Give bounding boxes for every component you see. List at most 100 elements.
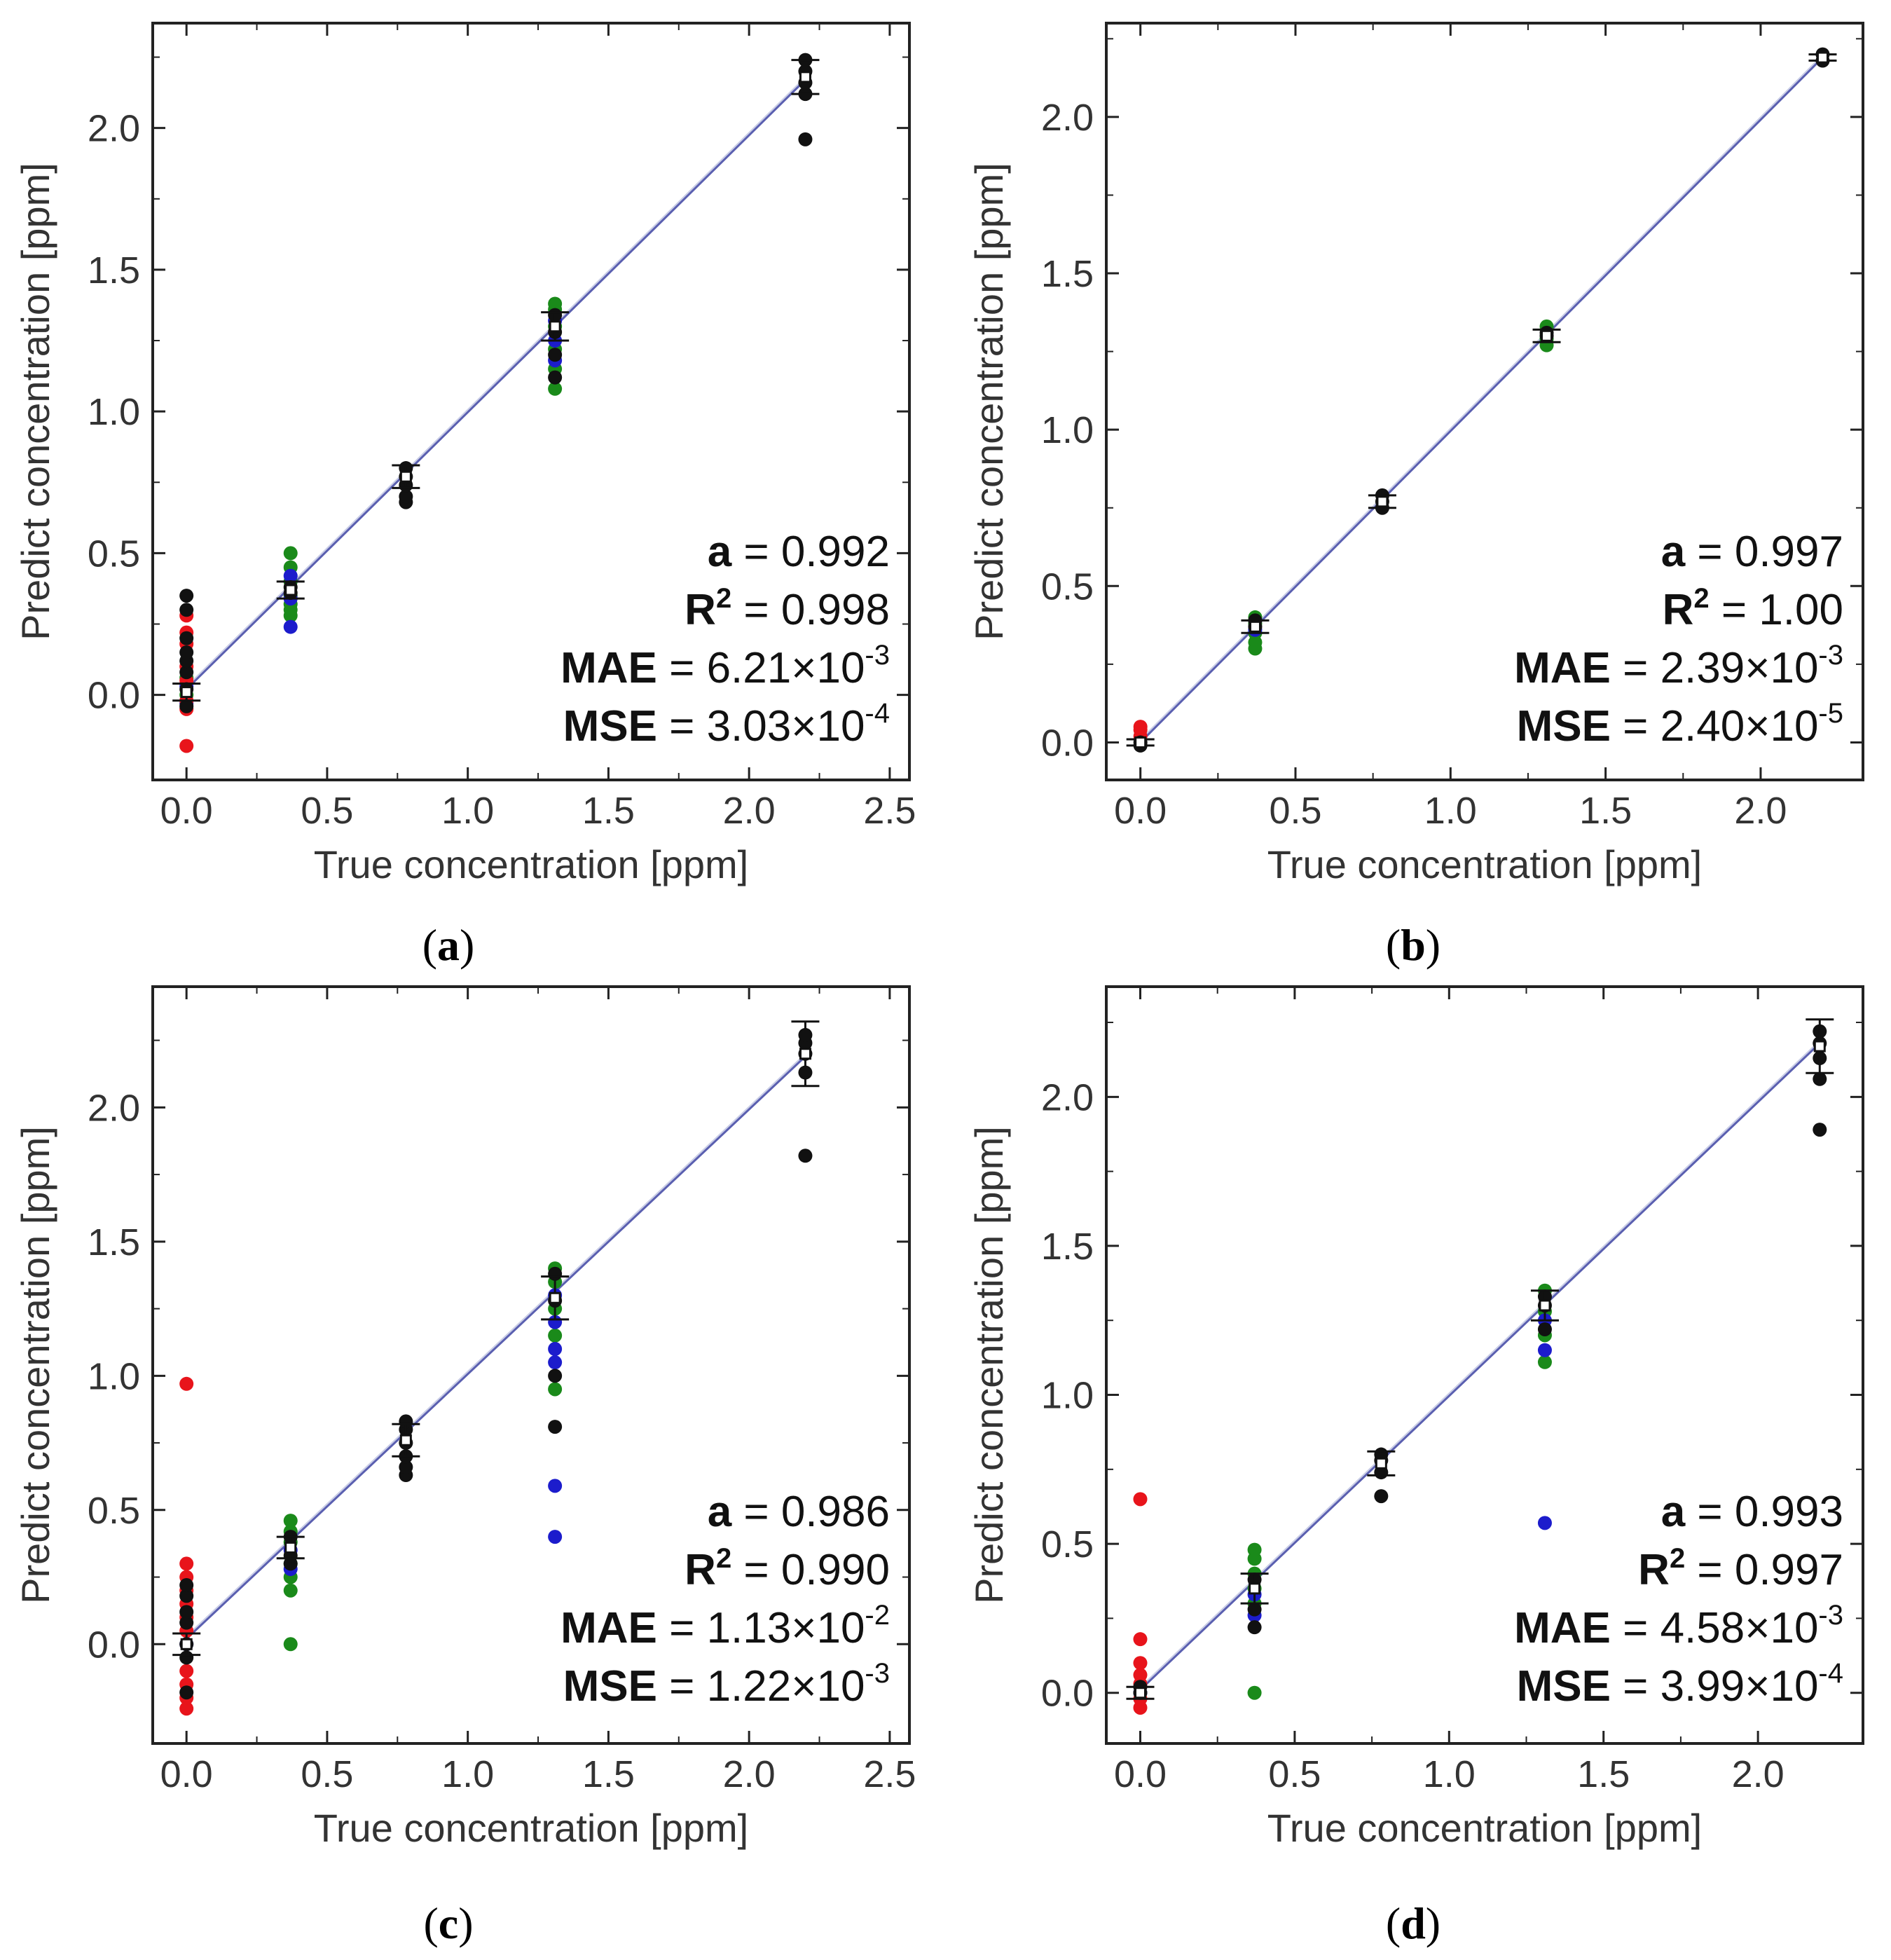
y-tick-label: 2.0: [1041, 1076, 1094, 1118]
caption-letter: b: [1401, 920, 1426, 970]
data-point-black: [548, 1369, 563, 1383]
y-tick-label: 2.0: [1041, 97, 1094, 139]
stat-eq: = 0.997: [1685, 528, 1843, 576]
x-tick-label: 2.5: [863, 1753, 916, 1795]
stat-key: a: [708, 1488, 732, 1536]
x-tick-label: 0.5: [301, 1753, 353, 1795]
data-point-black: [399, 1460, 413, 1474]
data-point-red: [179, 739, 194, 753]
x-axis-label: True concentration [ppm]: [1267, 842, 1702, 886]
stat-mse: MSE = 3.03×10-4: [563, 698, 890, 751]
x-tick-label: 0.5: [1269, 790, 1321, 832]
data-point-green: [283, 1583, 298, 1598]
mean-marker: [549, 1291, 561, 1304]
data-point-black: [798, 1149, 813, 1163]
y-axis-label: Predict concentration [ppm]: [967, 1126, 1011, 1604]
stat-eq: = 2.40×10: [1611, 702, 1819, 751]
stat-eq: = 4.58×10: [1611, 1604, 1819, 1652]
stat-a: a = 0.986: [708, 1488, 890, 1536]
stat-key: R: [1663, 586, 1694, 634]
stat-exponent: -3: [865, 1658, 890, 1689]
stat-key: MAE: [561, 644, 657, 692]
y-axis-label: Predict concentration [ppm]: [13, 163, 57, 640]
x-tick-label: 1.0: [441, 790, 494, 832]
stat-eq: = 6.21×10: [657, 644, 865, 692]
data-point-black: [179, 665, 194, 680]
y-tick-label: 0.0: [1041, 722, 1094, 764]
x-tick-label: 1.5: [582, 1753, 635, 1795]
caption-open: (: [422, 920, 437, 970]
stat-r: R2 = 0.998: [685, 583, 890, 634]
stat-mse: MSE = 2.40×10-5: [1517, 698, 1843, 751]
stat-key: MAE: [1514, 644, 1611, 692]
panel-d: 0.0 0.5 1.0 1.5 2.0 0.0 0.5 1.0 1.5 2.0 True conce…: [945, 980, 1890, 1959]
y-tick-label: 0.5: [88, 533, 140, 575]
data-point-black: [179, 699, 194, 713]
y-axis-label: Predict concentration [ppm]: [967, 163, 1011, 640]
mean-marker: [1134, 736, 1147, 748]
data-point-black: [1813, 1123, 1827, 1137]
stat-eq: = 2.39×10: [1611, 644, 1819, 692]
stat-mse: MSE = 3.99×10-4: [1517, 1658, 1843, 1711]
stat-key: MSE: [1517, 702, 1611, 751]
mean-marker: [799, 71, 811, 83]
x-tick-label: 1.0: [1424, 790, 1477, 832]
y-tick-label: 0.5: [1041, 566, 1094, 608]
stat-eq: = 1.00: [1710, 586, 1843, 634]
stat-r: R2 = 0.997: [1638, 1543, 1843, 1594]
caption-letter: a: [437, 920, 460, 970]
stat-exponent: -3: [1818, 640, 1843, 671]
data-point-black: [179, 631, 194, 645]
stat-eq: = 0.992: [731, 528, 890, 576]
stat-eq: = 0.986: [731, 1488, 890, 1536]
chart-b: 0.0 0.5 1.0 1.5 2.0 0.0 0.5 1.0 1.5 2.0 True conce…: [967, 22, 1864, 970]
y-tick-label: 0.0: [88, 1624, 140, 1666]
stat-eq: = 0.997: [1685, 1546, 1843, 1594]
x-tick-label: 0.0: [160, 790, 213, 832]
data-point-blue: [548, 1479, 563, 1493]
data-point-green: [1537, 1355, 1552, 1369]
x-tick-label: 0.0: [1114, 1753, 1167, 1795]
data-point-red: [1133, 720, 1148, 734]
chart-a: 0.0 0.5 1.0 1.5 2.0 2.5 0.0 0.5 1.0 1.5 2.0 True co…: [13, 22, 916, 970]
plot-frame: [1105, 22, 1864, 781]
data-point-black: [1813, 1071, 1827, 1086]
data-point-black: [179, 589, 194, 603]
x-axis-label: True concentration [ppm]: [314, 842, 748, 886]
mean-marker: [799, 1048, 811, 1060]
stat-key-sup: 2: [716, 583, 731, 614]
data-point-blue: [283, 568, 298, 583]
stat-exponent: -3: [865, 640, 890, 671]
mean-marker: [1539, 1299, 1551, 1312]
mean-marker: [1376, 495, 1389, 508]
stat-key: R: [685, 1546, 716, 1594]
y-tick-label: 1.5: [88, 1221, 140, 1263]
stat-exponent: -2: [865, 1600, 890, 1631]
data-point-black: [179, 1615, 194, 1630]
data-point-black: [179, 603, 194, 617]
data-point-green: [1247, 1542, 1262, 1557]
stat-a: a = 0.992: [708, 528, 890, 576]
stat-mae: MAE = 1.13×10-2: [561, 1600, 890, 1652]
x-tick-label: 2.0: [723, 1753, 776, 1795]
x-tick-label: 1.0: [441, 1753, 494, 1795]
stat-a: a = 0.997: [1661, 528, 1843, 576]
stat-key-sup: 2: [716, 1543, 731, 1574]
panel-caption: (a): [422, 920, 475, 970]
data-point-red: [179, 1556, 194, 1571]
stat-key-sup: 2: [1670, 1543, 1685, 1574]
data-point-black: [179, 645, 194, 659]
plot-frame: [151, 985, 911, 1745]
data-point-black: [1374, 1489, 1389, 1504]
data-point-black: [1247, 1620, 1262, 1635]
stat-eq: = 1.22×10: [657, 1662, 865, 1711]
data-point-red: [179, 1701, 194, 1716]
y-tick-label: 2.0: [88, 1087, 140, 1129]
stat-key: a: [1661, 528, 1686, 576]
x-tick-label: 2.0: [723, 790, 776, 832]
panel-caption: (d): [1386, 1898, 1440, 1948]
mean-marker: [549, 320, 561, 333]
data-point-green: [1247, 1685, 1262, 1700]
stat-eq: = 0.990: [731, 1546, 890, 1594]
data-point-green: [548, 296, 563, 311]
